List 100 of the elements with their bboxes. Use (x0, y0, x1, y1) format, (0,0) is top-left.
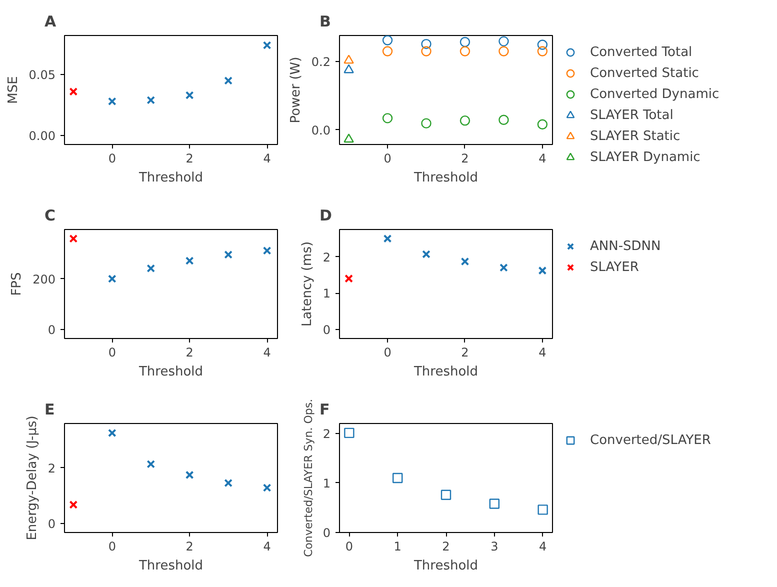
point (538, 504, 548, 515)
point (489, 498, 500, 509)
x-axis-title: Threshold (138, 558, 204, 574)
point (538, 266, 547, 275)
y-tick-label: 2 (322, 250, 331, 264)
point (146, 96, 156, 104)
point (537, 119, 548, 130)
y-tick-label: 0 (48, 323, 56, 338)
y-axis-title: Power (W) (288, 56, 304, 124)
point (344, 134, 354, 143)
point (460, 46, 470, 56)
chart-title: B (320, 12, 331, 30)
y-tick-label: 2 (322, 426, 331, 441)
x-tick-label: 2 (186, 346, 194, 360)
point (392, 472, 403, 484)
x-tick-label: 0 (384, 346, 392, 360)
point (69, 87, 78, 96)
x-tick-label: 2 (186, 540, 194, 554)
point (262, 484, 272, 492)
point (500, 263, 508, 272)
y-tick-label: 0 (48, 517, 56, 532)
point (421, 118, 432, 128)
point (382, 113, 393, 124)
y-tick-label: 0 (322, 526, 331, 540)
point (262, 246, 272, 255)
point (69, 234, 78, 243)
y-tick-label: 0.05 (28, 68, 56, 82)
point (344, 54, 354, 64)
point (498, 114, 509, 125)
point (440, 490, 452, 500)
point (224, 76, 232, 85)
x-tick-label: 0 (108, 346, 116, 360)
x-tick-label: 1 (394, 540, 402, 554)
point (498, 46, 509, 56)
x-tick-label: 3 (490, 540, 498, 554)
legend-label: ANN-SDNN (590, 238, 661, 254)
point (344, 274, 353, 283)
legend-label: Converted/SLAYER (590, 432, 711, 448)
point (537, 46, 548, 56)
x-axis-title: Threshold (138, 170, 204, 186)
point (344, 428, 354, 438)
point (382, 46, 393, 56)
y-axis-title: MSE (6, 76, 21, 104)
point (146, 460, 156, 468)
legend-label: SLAYER Dynamic (590, 150, 700, 164)
x-tick-label: 4 (263, 152, 271, 166)
legend-label: SLAYER Static (590, 128, 680, 144)
chart-title: E (44, 400, 55, 418)
point (224, 478, 232, 488)
chart-title: F (320, 400, 330, 418)
point (69, 500, 78, 509)
point (460, 36, 470, 48)
x-tick-label: 4 (538, 346, 546, 360)
point (421, 38, 432, 50)
point (344, 64, 354, 74)
legend-label: SLAYER (590, 260, 639, 274)
x-tick-label: 2 (186, 152, 194, 166)
y-tick-label: 1 (322, 286, 331, 301)
y-axis-title: FPS (10, 272, 25, 296)
x-tick-label: 2 (461, 152, 469, 166)
point (537, 40, 548, 50)
chart-title: A (44, 12, 56, 30)
x-tick-label: 4 (539, 540, 547, 554)
point (421, 46, 432, 56)
y-tick-label: 1 (322, 476, 331, 490)
x-tick-label: 2 (442, 540, 450, 554)
y-tick-label: 0.2 (311, 54, 331, 69)
legend-label: SLAYER Total (590, 108, 674, 122)
y-tick-label: 0.0 (311, 123, 331, 138)
legend-label: Converted Static (590, 66, 699, 80)
x-tick-label: 0 (345, 540, 354, 554)
point (108, 274, 116, 283)
chart-title: D (320, 206, 332, 224)
x-axis-title: Threshold (412, 170, 478, 186)
point (185, 470, 194, 480)
legend-label: Converted Dynamic (590, 86, 720, 102)
x-tick-label: 4 (538, 152, 546, 166)
y-tick-label: 0.00 (28, 128, 56, 143)
x-tick-label: 0 (384, 152, 392, 166)
legend-label: Converted Total (590, 44, 692, 60)
point (224, 250, 232, 259)
point (108, 428, 116, 438)
y-tick-label: 200 (32, 272, 56, 286)
y-tick-label: 2 (48, 461, 56, 476)
x-tick-label: 0 (108, 152, 116, 166)
y-tick-label: 0 (322, 322, 331, 337)
point (185, 256, 194, 265)
point (146, 264, 156, 273)
point (185, 91, 194, 100)
point (383, 234, 392, 243)
x-tick-label: 0 (108, 540, 116, 554)
point (460, 115, 470, 126)
x-axis-title: Threshold (138, 364, 204, 380)
chart-title: C (44, 206, 56, 224)
point (382, 36, 393, 46)
y-axis-title: Latency (ms) (300, 241, 315, 327)
point (422, 250, 430, 258)
point (108, 97, 116, 106)
x-tick-label: 4 (263, 540, 271, 554)
point (262, 41, 272, 50)
